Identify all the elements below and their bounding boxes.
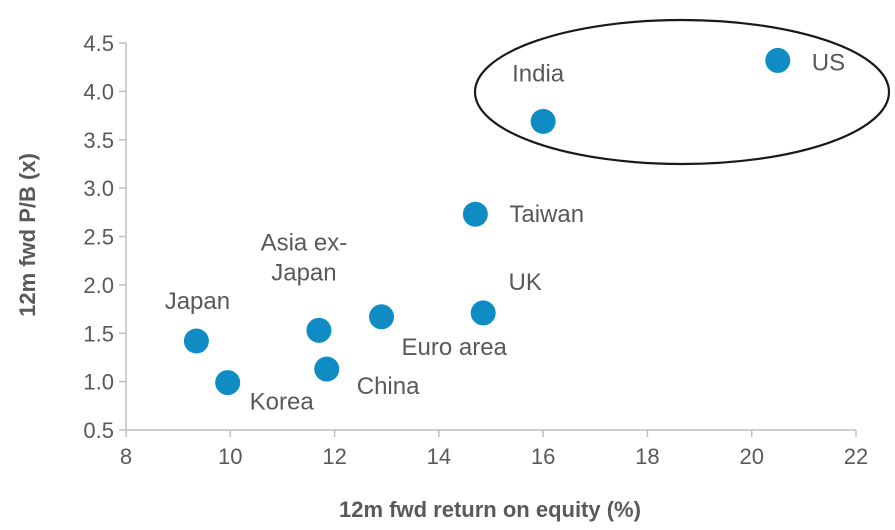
x-tick-label: 8 bbox=[120, 444, 132, 469]
y-tick-label: 4.0 bbox=[83, 79, 114, 104]
y-tick-label: 3.0 bbox=[83, 176, 114, 201]
data-point bbox=[215, 370, 241, 396]
data-point bbox=[462, 201, 488, 227]
point-label: Euro area bbox=[402, 334, 508, 361]
y-tick-label: 2.0 bbox=[83, 273, 114, 298]
point-label: UK bbox=[509, 269, 542, 296]
point-label: China bbox=[357, 373, 420, 400]
x-tick-label: 18 bbox=[635, 444, 659, 469]
y-tick-label: 3.5 bbox=[83, 128, 114, 153]
x-tick-label: 14 bbox=[427, 444, 451, 469]
y-tick-label: 1.5 bbox=[83, 321, 114, 346]
y-tick-label: 4.5 bbox=[83, 31, 114, 56]
data-point bbox=[369, 304, 394, 330]
x-axis-title: 12m fwd return on equity (%) bbox=[339, 497, 641, 522]
point-label: US bbox=[812, 49, 845, 76]
data-point bbox=[183, 328, 209, 354]
data-point bbox=[530, 108, 556, 134]
x-tick-label: 22 bbox=[844, 444, 868, 469]
x-tick-label: 16 bbox=[531, 444, 555, 469]
y-tick-label: 2.5 bbox=[83, 225, 114, 250]
x-tick-label: 20 bbox=[739, 444, 763, 469]
data-point bbox=[306, 317, 332, 343]
point-label: India bbox=[512, 60, 565, 87]
point-label: Japan bbox=[165, 288, 230, 315]
y-tick-label: 1.0 bbox=[83, 370, 114, 395]
point-label: Korea bbox=[250, 389, 315, 416]
y-axis-title: 12m fwd P/B (x) bbox=[15, 153, 40, 317]
x-tick-label: 12 bbox=[322, 444, 346, 469]
data-point bbox=[765, 47, 791, 73]
y-tick-label: 0.5 bbox=[83, 418, 114, 443]
point-label: Taiwan bbox=[509, 201, 584, 228]
highlight-ellipse bbox=[473, 18, 891, 166]
point-label: Asia ex-Japan bbox=[261, 229, 348, 286]
data-point bbox=[314, 356, 340, 382]
x-tick-label: 10 bbox=[218, 444, 242, 469]
data-point bbox=[470, 300, 496, 326]
